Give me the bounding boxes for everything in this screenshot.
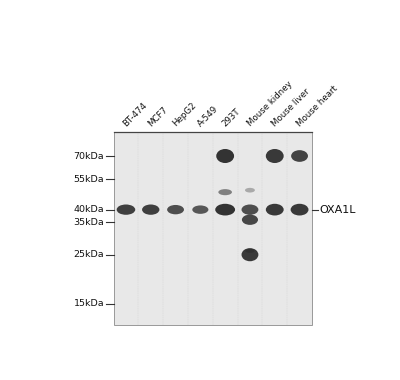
Text: 70kDa: 70kDa (74, 152, 104, 160)
Text: HepG2: HepG2 (171, 101, 198, 128)
Text: 35kDa: 35kDa (74, 218, 104, 227)
Ellipse shape (192, 206, 208, 214)
Ellipse shape (242, 215, 258, 225)
Text: A-549: A-549 (196, 104, 220, 128)
Ellipse shape (142, 204, 160, 215)
Ellipse shape (218, 189, 232, 195)
Text: MCF7: MCF7 (146, 105, 169, 128)
Bar (114, 132, 312, 325)
Ellipse shape (266, 204, 284, 215)
Ellipse shape (242, 204, 258, 215)
Text: 40kDa: 40kDa (74, 205, 104, 214)
Ellipse shape (242, 248, 258, 261)
Text: Mouse heart: Mouse heart (295, 84, 339, 128)
Ellipse shape (291, 150, 308, 162)
Text: BT-474: BT-474 (121, 101, 149, 128)
Text: 293T: 293T (220, 107, 242, 128)
Ellipse shape (215, 204, 235, 215)
Text: 25kDa: 25kDa (74, 250, 104, 259)
Ellipse shape (291, 204, 308, 215)
Ellipse shape (245, 249, 255, 253)
Text: OXA1L: OXA1L (320, 205, 356, 215)
Text: 15kDa: 15kDa (74, 299, 104, 308)
Ellipse shape (117, 204, 135, 215)
Ellipse shape (216, 149, 234, 163)
Ellipse shape (266, 149, 284, 163)
Ellipse shape (245, 188, 255, 193)
Text: Mouse kidney: Mouse kidney (245, 80, 294, 128)
Ellipse shape (167, 205, 184, 214)
Text: Mouse liver: Mouse liver (270, 87, 311, 128)
Text: 55kDa: 55kDa (74, 175, 104, 184)
